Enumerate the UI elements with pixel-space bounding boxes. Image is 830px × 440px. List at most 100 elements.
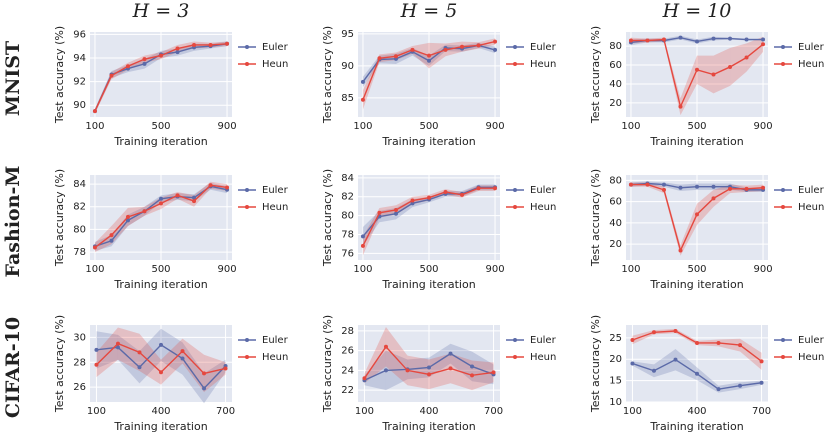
error-band — [117, 334, 140, 384]
data-point — [410, 201, 415, 206]
data-point — [362, 376, 367, 381]
y-tick-label: 84 — [341, 173, 354, 184]
data-point — [651, 368, 656, 373]
error-band — [429, 42, 446, 69]
x-axis-label: Training iteration — [649, 420, 743, 433]
data-point — [630, 337, 635, 342]
x-tick-label: 100 — [87, 406, 106, 417]
legend-label: Euler — [530, 335, 557, 346]
y-axis-label: Test accuracy (%) — [321, 315, 334, 413]
data-point — [208, 42, 213, 47]
legend-label: Euler — [262, 335, 289, 346]
y-tick-label: 20 — [609, 354, 622, 365]
data-point — [661, 182, 666, 187]
x-tick-label: 400 — [151, 406, 170, 417]
error-band — [182, 338, 205, 393]
x-tick-label: 500 — [419, 121, 438, 132]
x-tick-label: 900 — [485, 121, 504, 132]
x-tick-label: 500 — [687, 264, 706, 275]
data-point — [125, 64, 130, 69]
x-tick-label: 400 — [687, 406, 706, 417]
data-point — [651, 330, 656, 335]
error-band — [96, 327, 118, 378]
legend-label: Heun — [798, 352, 824, 363]
y-axis-label: Test accuracy (%) — [321, 26, 334, 124]
row-label: MNIST — [2, 41, 24, 116]
column-title: H = 10 — [662, 0, 732, 22]
data-point — [393, 211, 398, 216]
error-band — [713, 184, 731, 207]
y-tick-label: 15 — [609, 376, 622, 387]
data-point — [192, 42, 197, 47]
x-tick-label: 700 — [752, 406, 771, 417]
data-point — [159, 196, 163, 201]
data-point — [695, 39, 699, 44]
data-point — [744, 37, 749, 42]
y-tick-label: 22 — [341, 385, 354, 396]
error-band — [395, 199, 413, 220]
data-point — [759, 380, 764, 385]
data-point — [377, 210, 382, 215]
error-band — [117, 327, 140, 371]
data-point — [673, 357, 678, 362]
x-tick-label: 900 — [753, 121, 772, 132]
x-axis-label: Training iteration — [113, 278, 207, 291]
data-point — [125, 214, 130, 219]
legend-marker — [245, 45, 249, 49]
y-tick-label: 80 — [609, 175, 622, 186]
x-axis-label: Training iteration — [381, 135, 475, 148]
data-point — [761, 185, 766, 190]
data-point — [225, 41, 230, 46]
data-point — [109, 238, 114, 243]
data-point — [360, 234, 365, 239]
data-point — [405, 368, 410, 373]
y-tick-label: 20 — [609, 239, 622, 250]
error-band — [718, 338, 741, 352]
data-point — [678, 185, 683, 190]
error-band — [730, 43, 747, 86]
x-tick-label: 100 — [623, 406, 642, 417]
data-point — [491, 370, 496, 375]
y-tick-label: 26 — [73, 382, 86, 393]
x-tick-label: 500 — [687, 121, 706, 132]
data-point — [192, 195, 197, 200]
y-tick-label: 60 — [609, 60, 622, 71]
legend-marker — [781, 355, 785, 359]
y-tick-label: 20 — [609, 98, 622, 109]
data-point — [645, 38, 650, 43]
data-point — [383, 344, 388, 349]
data-point — [427, 365, 431, 370]
data-point — [115, 341, 120, 346]
data-point — [628, 182, 633, 187]
y-tick-label: 28 — [341, 326, 354, 337]
y-axis-label: Test accuracy (%) — [53, 169, 66, 267]
legend-marker — [513, 338, 517, 342]
data-point — [175, 46, 180, 51]
y-tick-label: 80 — [73, 224, 86, 235]
data-point — [109, 233, 114, 238]
data-point — [711, 184, 716, 189]
data-point — [137, 365, 142, 370]
data-point — [137, 350, 142, 355]
data-point — [159, 53, 163, 58]
data-point — [678, 104, 683, 109]
data-point — [716, 387, 721, 392]
x-tick-label: 900 — [753, 264, 772, 275]
y-axis-label: Test accuracy (%) — [589, 315, 602, 413]
data-point — [628, 38, 633, 43]
data-point — [448, 351, 453, 356]
legend-marker — [781, 45, 785, 49]
x-axis-label: Training iteration — [113, 420, 207, 433]
row-label: Fashion-M — [2, 166, 24, 278]
data-point — [92, 245, 97, 250]
legend-marker — [245, 62, 249, 66]
legend-marker — [245, 338, 249, 342]
data-point — [711, 36, 716, 41]
legend-marker — [245, 205, 249, 209]
error-band — [697, 55, 714, 94]
data-point — [175, 50, 180, 55]
y-tick-label: 25 — [609, 333, 622, 344]
data-point — [427, 195, 431, 200]
x-axis-label: Training iteration — [649, 278, 743, 291]
